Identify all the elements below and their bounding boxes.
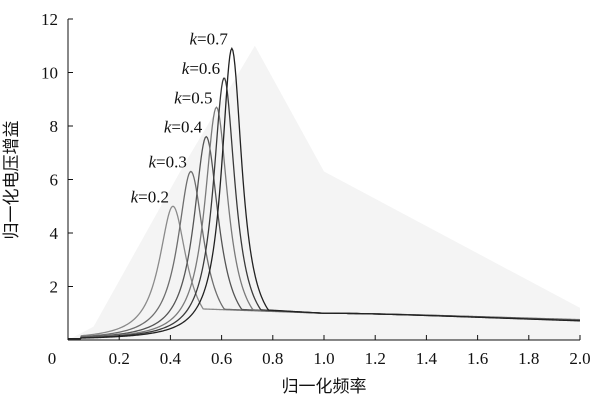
y-tick-label: 4 (50, 224, 59, 243)
series-label-symbol: k (131, 187, 139, 206)
series-label-symbol: k (164, 118, 172, 137)
series-label-5: k=0.6 (182, 59, 220, 78)
x-tick-label: 0.4 (160, 349, 182, 368)
series-label-symbol: k (174, 88, 182, 107)
series-label-2: k=0.3 (148, 152, 186, 171)
series-label-value: =0.6 (189, 59, 220, 78)
x-tick-label: 1.4 (416, 349, 438, 368)
tick-marks: 0 0.2 0.4 0.6 0.8 1.0 1.2 1.4 1.6 1.8 2.0 2 4 6 8 10 12 (41, 10, 591, 368)
x-tick-label: 0.2 (109, 349, 130, 368)
x-tick-label: 1.2 (365, 349, 386, 368)
series-label-value: =0.5 (182, 88, 213, 107)
series-label-value: =0.7 (197, 29, 228, 48)
x-tick-label: 0.6 (211, 349, 232, 368)
series-label-1: k=0.2 (131, 187, 169, 206)
y-axis-title: 归一化电压增益 (2, 121, 22, 240)
series-lines (68, 47, 581, 340)
series-label-symbol: k (182, 59, 190, 78)
y-tick-label: 12 (41, 10, 58, 29)
y-tick-label: 10 (41, 64, 58, 83)
series-label-3: k=0.4 (164, 118, 203, 137)
series-label-4: k=0.5 (174, 88, 212, 107)
x-tick-label: 0.8 (262, 349, 283, 368)
x-tick-label: 1.6 (467, 349, 488, 368)
series-label-value: =0.3 (156, 152, 187, 171)
series-label-symbol: k (148, 152, 156, 171)
series-label-6: k=0.7 (189, 29, 228, 48)
x-tick-label: 1.0 (313, 349, 334, 368)
series-label-value: =0.4 (171, 118, 202, 137)
x-tick-label: 0 (48, 349, 57, 368)
x-tick-label: 1.8 (518, 349, 539, 368)
x-axis-title: 归一化频率 (282, 377, 367, 397)
x-tick-label: 2.0 (569, 349, 590, 368)
series-label-value: =0.2 (138, 187, 169, 206)
series-label-symbol: k (189, 29, 197, 48)
y-tick-label: 6 (50, 171, 59, 190)
y-tick-label: 8 (50, 117, 59, 136)
series-labels: k=0.2k=0.3k=0.4k=0.5k=0.6k=0.7 (131, 29, 229, 206)
series-line-6 (68, 47, 581, 340)
y-tick-label: 2 (50, 278, 59, 297)
